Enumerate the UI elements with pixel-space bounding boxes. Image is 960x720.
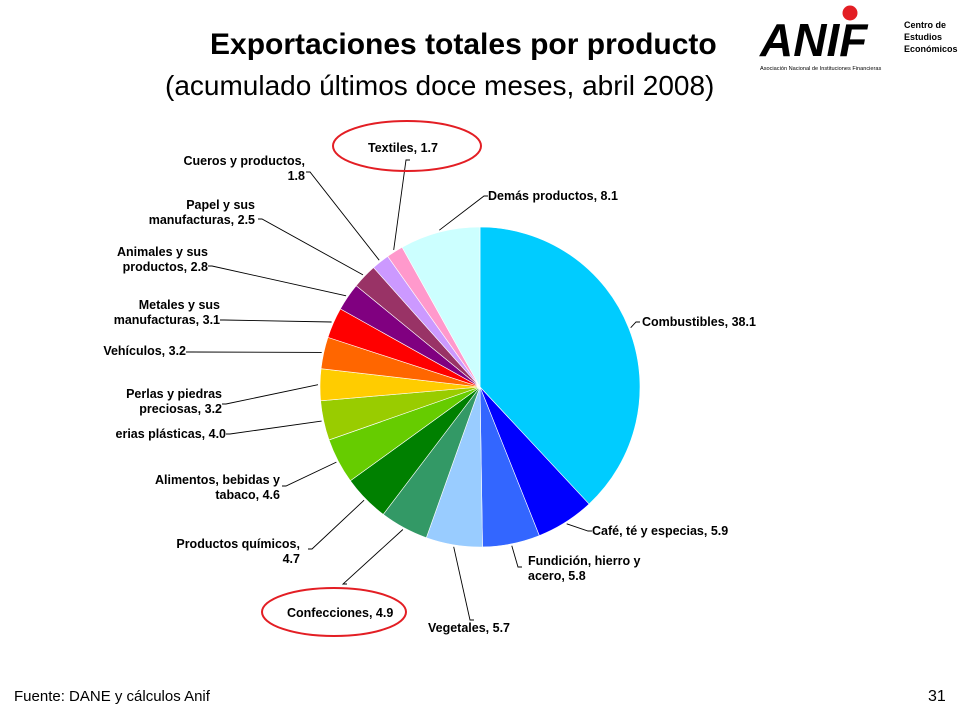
slice-labels: Combustibles, 38.1 Café, té y especias, 5…	[103, 141, 756, 635]
slice-label-papel-y-sus-manufacturas: Papel y sus manufacturas, 2.5	[149, 198, 255, 227]
leader-line-cueros-y-productos	[306, 171, 380, 261]
leader-line-alimentos	[282, 461, 337, 487]
leader-line-metales-y-sus-manufacturas	[220, 319, 332, 323]
slice-label-vegetales: Vegetales, 5.7	[428, 621, 510, 635]
highlight-ellipse-confecciones	[261, 587, 407, 637]
leader-line-fundicion	[511, 545, 522, 568]
pie-slice-demas-productos	[401, 226, 481, 389]
slice-label-confecciones: Confecciones, 4.9	[287, 606, 393, 620]
pie-slice-combustibles	[479, 226, 641, 505]
slice-label-vehiculos: Vehículos, 3.2	[103, 344, 186, 358]
slice-label-erias-plasticas: erias plásticas, 4.0	[116, 427, 227, 441]
slice-label-demas-productos: Demás productos, 8.1	[488, 189, 618, 203]
slice-label-perlas-y-piedras-preciosas: Perlas y piedras preciosas, 3.2	[126, 387, 222, 416]
chart-title: Exportaciones totales por producto	[210, 28, 717, 61]
leader-line-erias-plasticas	[226, 420, 322, 435]
leader-line-perlas-y-piedras-preciosas	[222, 384, 319, 405]
slice-label-productos-quimicos: Productos químicos, 4.7	[176, 537, 300, 566]
pie-slices	[319, 226, 641, 548]
leader-line-animales-y-sus-productos	[208, 265, 347, 297]
slice-label-metales-y-sus-manufacturas: Metales y sus manufacturas, 3.1	[114, 298, 220, 327]
logo-side-line-3: Económicos	[904, 44, 958, 54]
logo-side-line-2: Estudios	[904, 32, 942, 42]
logo-side-line-1: Centro de	[904, 20, 946, 30]
slice-label-cueros-y-productos: Cueros y productos, 1.8	[183, 154, 305, 183]
anif-logo: ANIF Asociación Nacional de Institucione…	[759, 5, 958, 72]
source-note: Fuente: DANE y cálculos Anif	[14, 688, 210, 705]
chart-subtitle: (acumulado últimos doce meses, abril 200…	[165, 70, 715, 101]
page-number: 31	[928, 688, 946, 705]
logo-red-dot	[842, 5, 858, 21]
logo-wordmark: ANIF	[759, 14, 869, 66]
slice-label-fundicion: Fundición, hierro y acero, 5.8	[528, 554, 641, 583]
leader-line-textiles	[393, 159, 410, 250]
highlight-ellipses	[261, 120, 482, 637]
leader-line-papel-y-sus-manufacturas	[258, 218, 364, 276]
leader-line-demas-productos	[439, 195, 488, 231]
slice-label-textiles: Textiles, 1.7	[368, 141, 438, 155]
leader-line-combustibles	[630, 321, 640, 329]
leader-line-vegetales	[453, 546, 474, 621]
leader-line-productos-quimicos	[308, 499, 365, 550]
logo-tagline: Asociación Nacional de Instituciones Fin…	[760, 66, 881, 72]
leader-line-confecciones	[341, 529, 404, 585]
slice-label-alimentos: Alimentos, bebidas y tabaco, 4.6	[155, 473, 280, 502]
slice-label-combustibles: Combustibles, 38.1	[642, 315, 756, 329]
slice-label-animales-y-sus-productos: Animales y sus productos, 2.8	[117, 245, 208, 274]
leader-lines	[186, 159, 640, 621]
slice-label-cafe: Café, té y especias, 5.9	[592, 524, 728, 538]
leader-line-cafe	[566, 523, 592, 532]
highlight-ellipse-textiles	[332, 120, 482, 172]
